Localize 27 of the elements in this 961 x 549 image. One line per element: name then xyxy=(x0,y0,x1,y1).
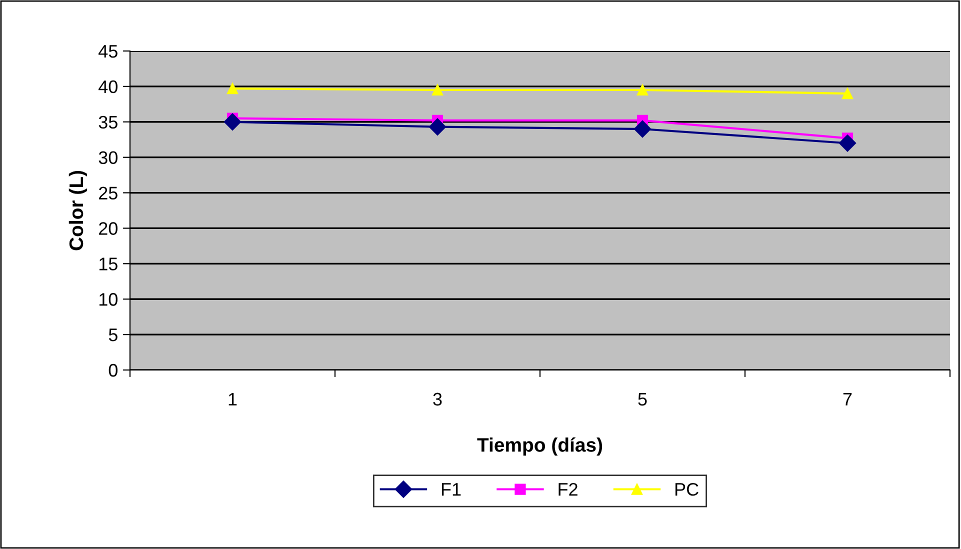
point xyxy=(838,134,856,152)
x-tick-label: 3 xyxy=(433,392,442,406)
y-tick-label: 35 xyxy=(98,116,118,129)
y-tick-label: 25 xyxy=(99,186,118,200)
y-axis-title: Color (L) xyxy=(68,170,87,250)
point xyxy=(842,88,854,100)
x-tick-label: 7 xyxy=(843,392,852,406)
y-tick-label: 20 xyxy=(99,222,118,235)
point xyxy=(432,84,444,96)
point xyxy=(224,113,242,130)
y-tick-label: 15 xyxy=(99,258,118,270)
legend-label: PC xyxy=(675,482,698,496)
x-tick-label: 1 xyxy=(228,392,237,406)
y-tick-label: 5 xyxy=(108,328,118,342)
point xyxy=(636,84,648,96)
y-tick-label: 0 xyxy=(108,364,118,377)
x-tick-label: 5 xyxy=(638,392,647,406)
y-tick-label: 45 xyxy=(98,45,118,58)
x-axis-title: Tiempo (días) xyxy=(477,437,602,456)
legend-label: F2 xyxy=(558,482,578,496)
y-tick-label: 30 xyxy=(98,151,118,164)
legend-label: F1 xyxy=(442,483,461,496)
point xyxy=(226,83,238,94)
y-tick-label: 10 xyxy=(99,293,118,306)
point xyxy=(428,118,446,136)
y-tick-label: 40 xyxy=(98,80,118,94)
point xyxy=(634,120,652,138)
